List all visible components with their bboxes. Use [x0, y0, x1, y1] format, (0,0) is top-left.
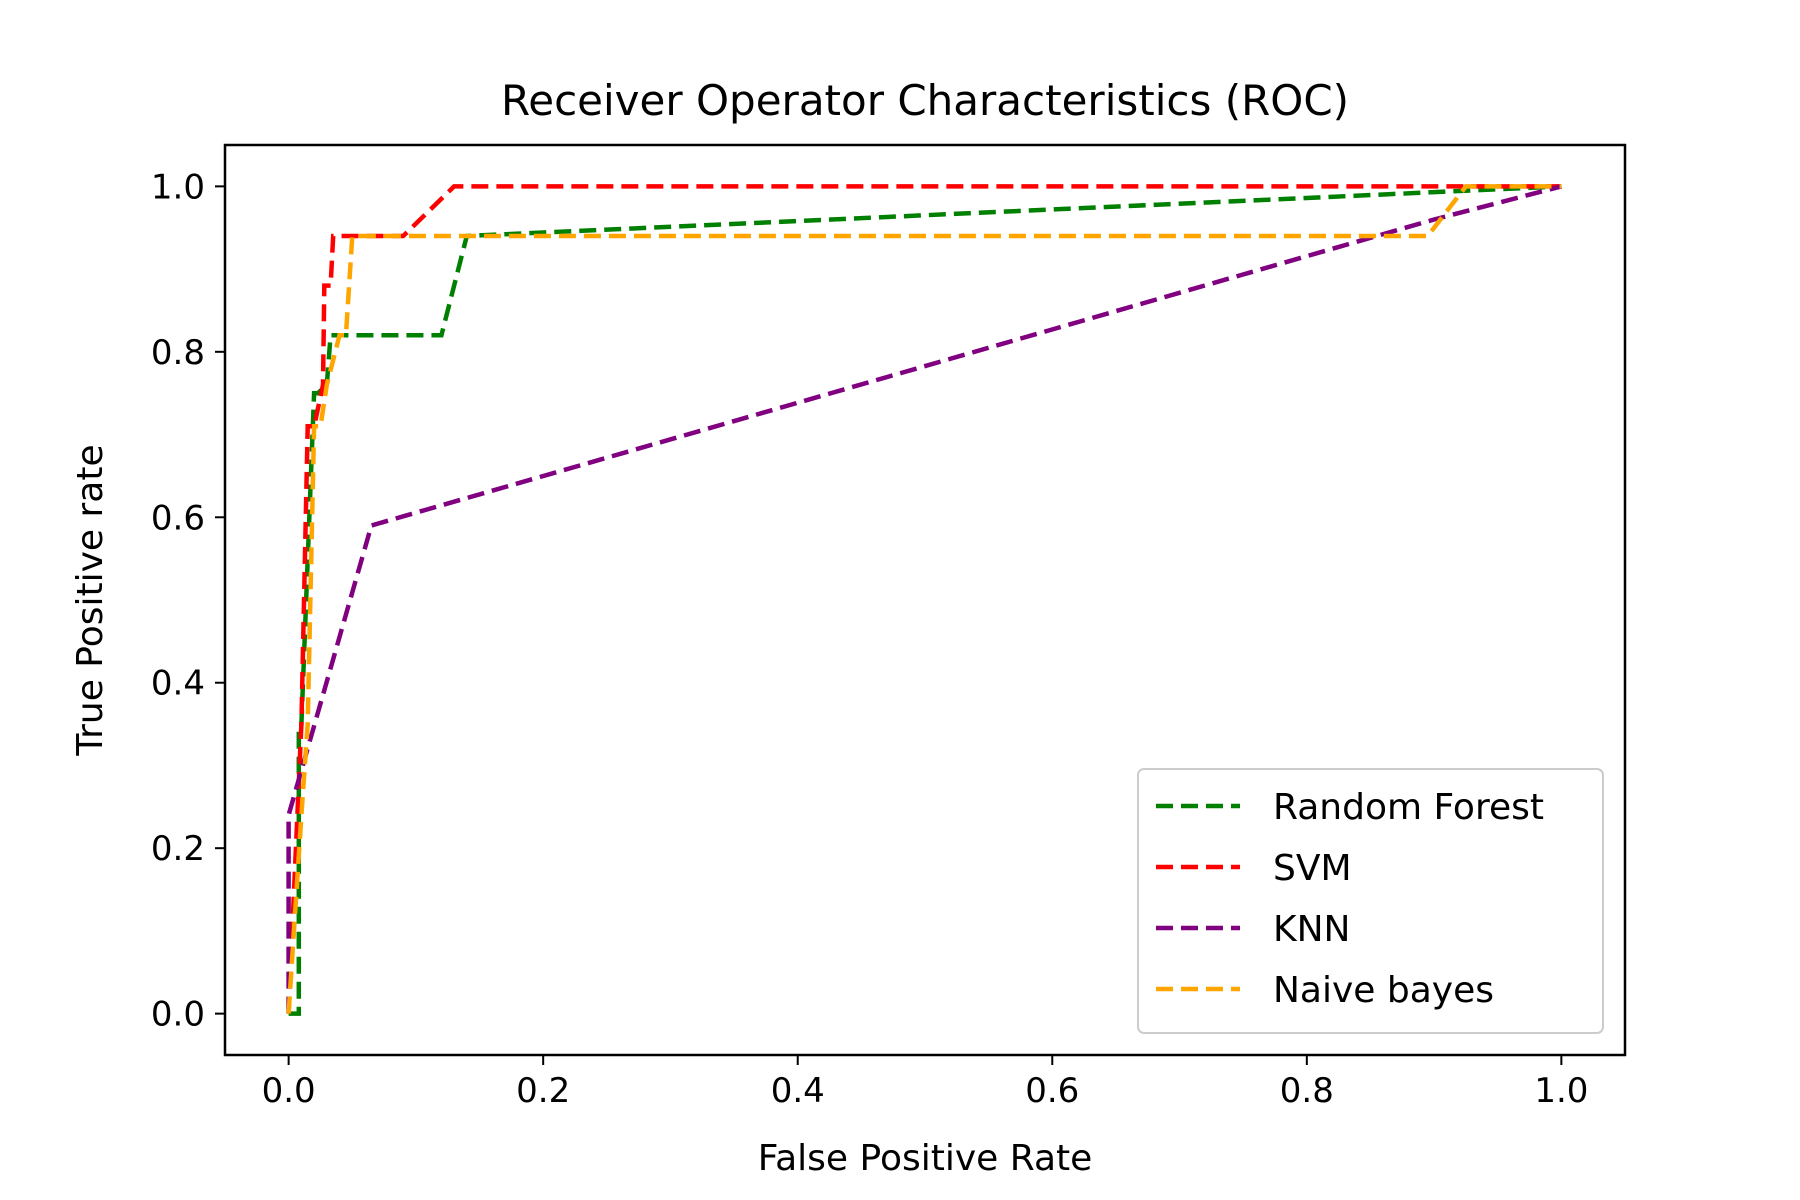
series-lines: [286, 184, 1562, 1016]
y-tick-label: 1.0: [151, 167, 205, 207]
legend-label: Random Forest: [1273, 787, 1544, 828]
series-line-knn: [286, 184, 1562, 1014]
x-tick-label: 0.0: [262, 1071, 316, 1111]
y-axis-label: True Positive rate: [70, 444, 111, 756]
x-tick-label: 0.8: [1280, 1071, 1334, 1111]
x-tick-label: 0.6: [1025, 1071, 1079, 1111]
axes-frame: [223, 143, 1627, 1057]
y-tick-label: 0.4: [151, 664, 205, 704]
series-line-naive-bayes: [286, 184, 1562, 1014]
x-tick-label: 0.2: [516, 1071, 570, 1111]
y-tick-label: 0.0: [151, 995, 205, 1035]
y-tick-label: 0.2: [151, 829, 205, 869]
y-tick-label: 0.6: [151, 498, 205, 538]
legend: Random Forest SVM KNN Naive bayes: [1137, 768, 1604, 1034]
y-tick-label: 0.8: [151, 333, 205, 373]
legend-label: Naive bayes: [1273, 970, 1494, 1011]
chart-title: Receiver Operator Characteristics (ROC): [501, 76, 1349, 125]
legend-label: SVM: [1273, 848, 1352, 889]
series-line-svm: [286, 184, 1562, 1014]
x-tick-label: 0.4: [771, 1071, 825, 1111]
x-tick-label: 1.0: [1534, 1071, 1588, 1111]
series-line-random-forest: [288, 184, 1562, 1016]
x-axis-label: False Positive Rate: [758, 1138, 1093, 1179]
axis-ticks: 0.0 0.2 0.4 0.6 0.8 1.0 0.0 0.2 0.4 0.6 0.8 1.0: [151, 167, 1588, 1111]
legend-label: KNN: [1273, 909, 1350, 950]
legend-box: [1137, 768, 1604, 1034]
